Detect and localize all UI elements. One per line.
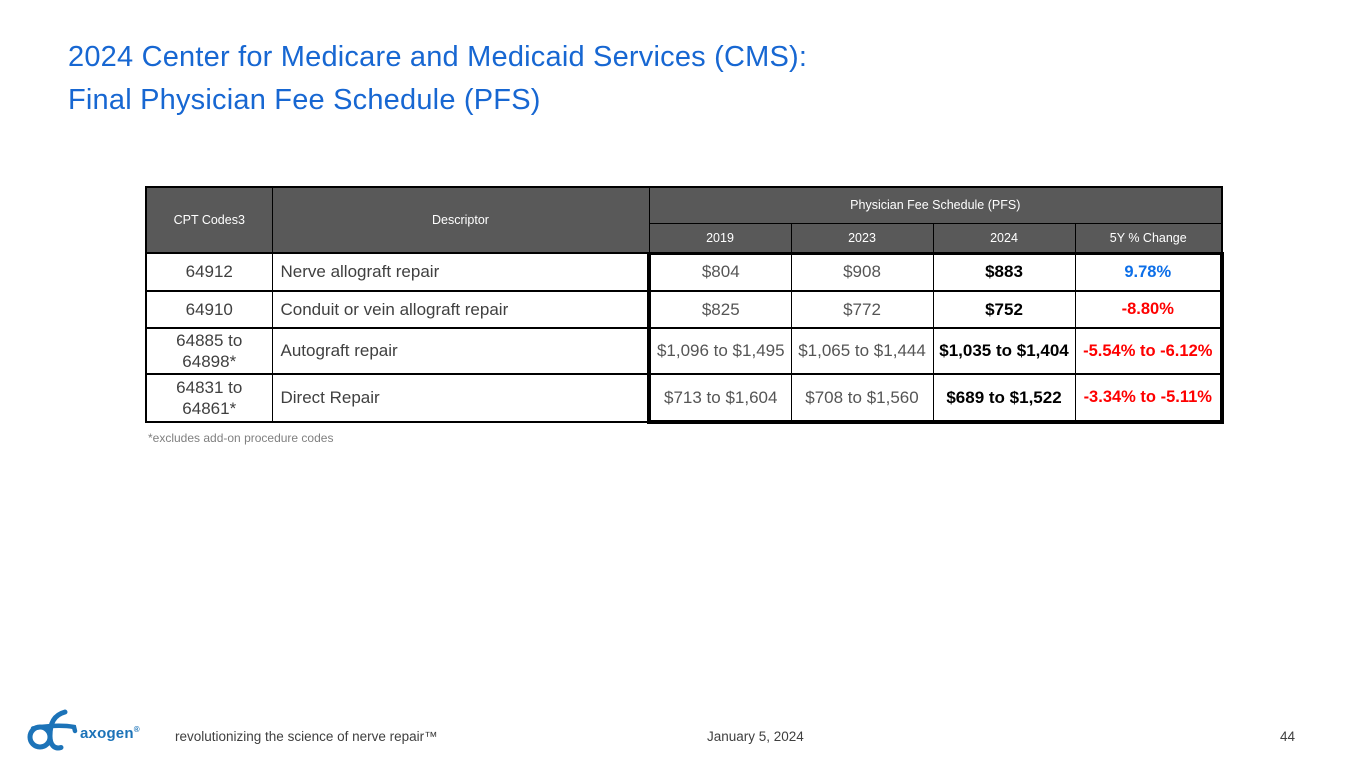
table-row: 64910 Conduit or vein allograft repair $… — [145, 290, 1225, 329]
pfs-table-container: CPT Codes3 Descriptor Physician Fee Sche… — [145, 186, 1225, 424]
slide-title-line2: Final Physician Fee Schedule (PFS) — [68, 84, 541, 116]
cell-2019: $713 to $1,604 — [647, 373, 792, 424]
footer-date: January 5, 2024 — [707, 729, 804, 744]
pfs-table: CPT Codes3 Descriptor Physician Fee Sche… — [145, 186, 1225, 424]
cell-descriptor: Nerve allograft repair — [271, 252, 650, 292]
cell-2024: $689 to $1,522 — [932, 373, 1076, 424]
footer-tagline: revolutionizing the science of nerve rep… — [175, 729, 438, 744]
cell-5y-change: -3.34% to -5.11% — [1074, 373, 1225, 424]
axogen-wordmark-text: axogen — [80, 725, 134, 742]
registered-mark: ® — [133, 725, 140, 734]
cell-2024: $883 — [932, 251, 1076, 292]
table-row: 64912 Nerve allograft repair $804 $908 $… — [145, 251, 1225, 292]
cell-2024: $1,035 to $1,404 — [932, 327, 1076, 375]
cell-2024: $752 — [932, 290, 1076, 329]
header-year-2024: 2024 — [932, 222, 1076, 254]
header-5y-change: 5Y % Change — [1074, 222, 1223, 254]
cell-5y-change: -8.80% — [1074, 290, 1225, 329]
cell-descriptor: Autograft repair — [271, 327, 650, 375]
cell-descriptor: Direct Repair — [271, 373, 650, 423]
cell-cpt: 64831 to 64861* — [145, 373, 273, 423]
slide-title: 2024 Center for Medicare and Medicaid Se… — [68, 36, 807, 122]
header-cpt-codes: CPT Codes3 — [145, 186, 273, 254]
header-year-2023: 2023 — [790, 222, 934, 254]
slide-title-line1: 2024 Center for Medicare and Medicaid Se… — [68, 41, 808, 73]
cell-2019: $1,096 to $1,495 — [647, 327, 792, 375]
cell-2023: $772 — [790, 290, 934, 329]
header-descriptor: Descriptor — [271, 186, 650, 254]
header-pfs-group: Physician Fee Schedule (PFS) — [648, 186, 1223, 224]
table-row: 64831 to 64861* Direct Repair $713 to $1… — [145, 373, 1225, 424]
header-year-2019: 2019 — [648, 222, 792, 254]
cell-cpt: 64910 — [145, 290, 273, 329]
cell-2023: $908 — [790, 251, 934, 292]
cell-2019: $825 — [647, 290, 792, 329]
cell-5y-change: -5.54% to -6.12% — [1074, 327, 1225, 375]
table-footnote: *excludes add-on procedure codes — [148, 431, 334, 445]
cell-2023: $1,065 to $1,444 — [790, 327, 934, 375]
cell-5y-change: 9.78% — [1074, 251, 1225, 292]
cell-2019: $804 — [647, 251, 792, 292]
cell-descriptor: Conduit or vein allograft repair — [271, 290, 650, 329]
axogen-wordmark: axogen® — [80, 725, 140, 742]
cell-2023: $708 to $1,560 — [790, 373, 934, 424]
cell-cpt: 64912 — [145, 252, 273, 292]
page-number: 44 — [1279, 729, 1295, 744]
axogen-logo-icon — [27, 709, 78, 751]
table-row: 64885 to 64898* Autograft repair $1,096 … — [145, 327, 1225, 375]
cell-cpt: 64885 to 64898* — [145, 327, 273, 375]
